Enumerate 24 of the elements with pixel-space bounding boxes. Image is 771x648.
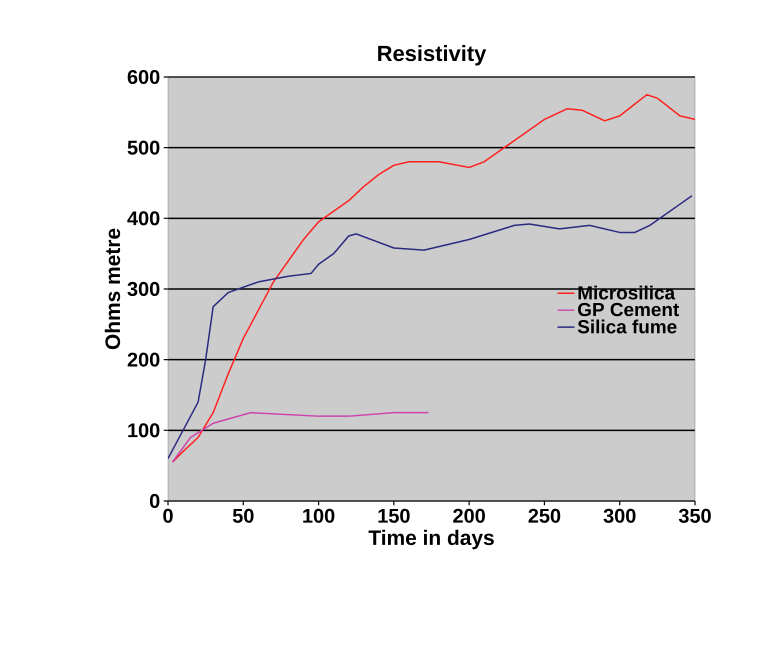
x-axis-title: Time in days <box>368 530 494 550</box>
y-tick-label: 600 <box>128 70 160 84</box>
line-series <box>172 412 430 463</box>
y-tick-label: 100 <box>128 423 160 438</box>
x-tick-label: 300 <box>604 508 636 523</box>
x-tick-label: 250 <box>528 508 560 523</box>
x-tick-label: 50 <box>232 508 254 523</box>
x-tick-label: 150 <box>378 508 410 523</box>
y-tick-label: 500 <box>128 140 160 155</box>
y-axis-title: Ohms metre <box>104 228 120 350</box>
chart-title: Resistivity <box>378 45 486 66</box>
y-tick-label: 400 <box>127 211 160 226</box>
y-tick-label: 300 <box>127 282 160 296</box>
line-series <box>172 94 696 463</box>
legend-label: Microsilica <box>578 286 676 300</box>
legend-label: Silica fume <box>578 320 677 334</box>
x-tick-label: 0 <box>163 508 173 523</box>
x-tick-label: 100 <box>303 508 334 523</box>
y-tick-label: 0 <box>150 494 160 508</box>
line-series <box>168 194 693 460</box>
x-tick-label: 200 <box>453 508 485 523</box>
y-tick-label: 200 <box>128 352 160 367</box>
legend-label: GP Cement <box>578 302 680 316</box>
x-tick-label: 350 <box>678 508 711 523</box>
